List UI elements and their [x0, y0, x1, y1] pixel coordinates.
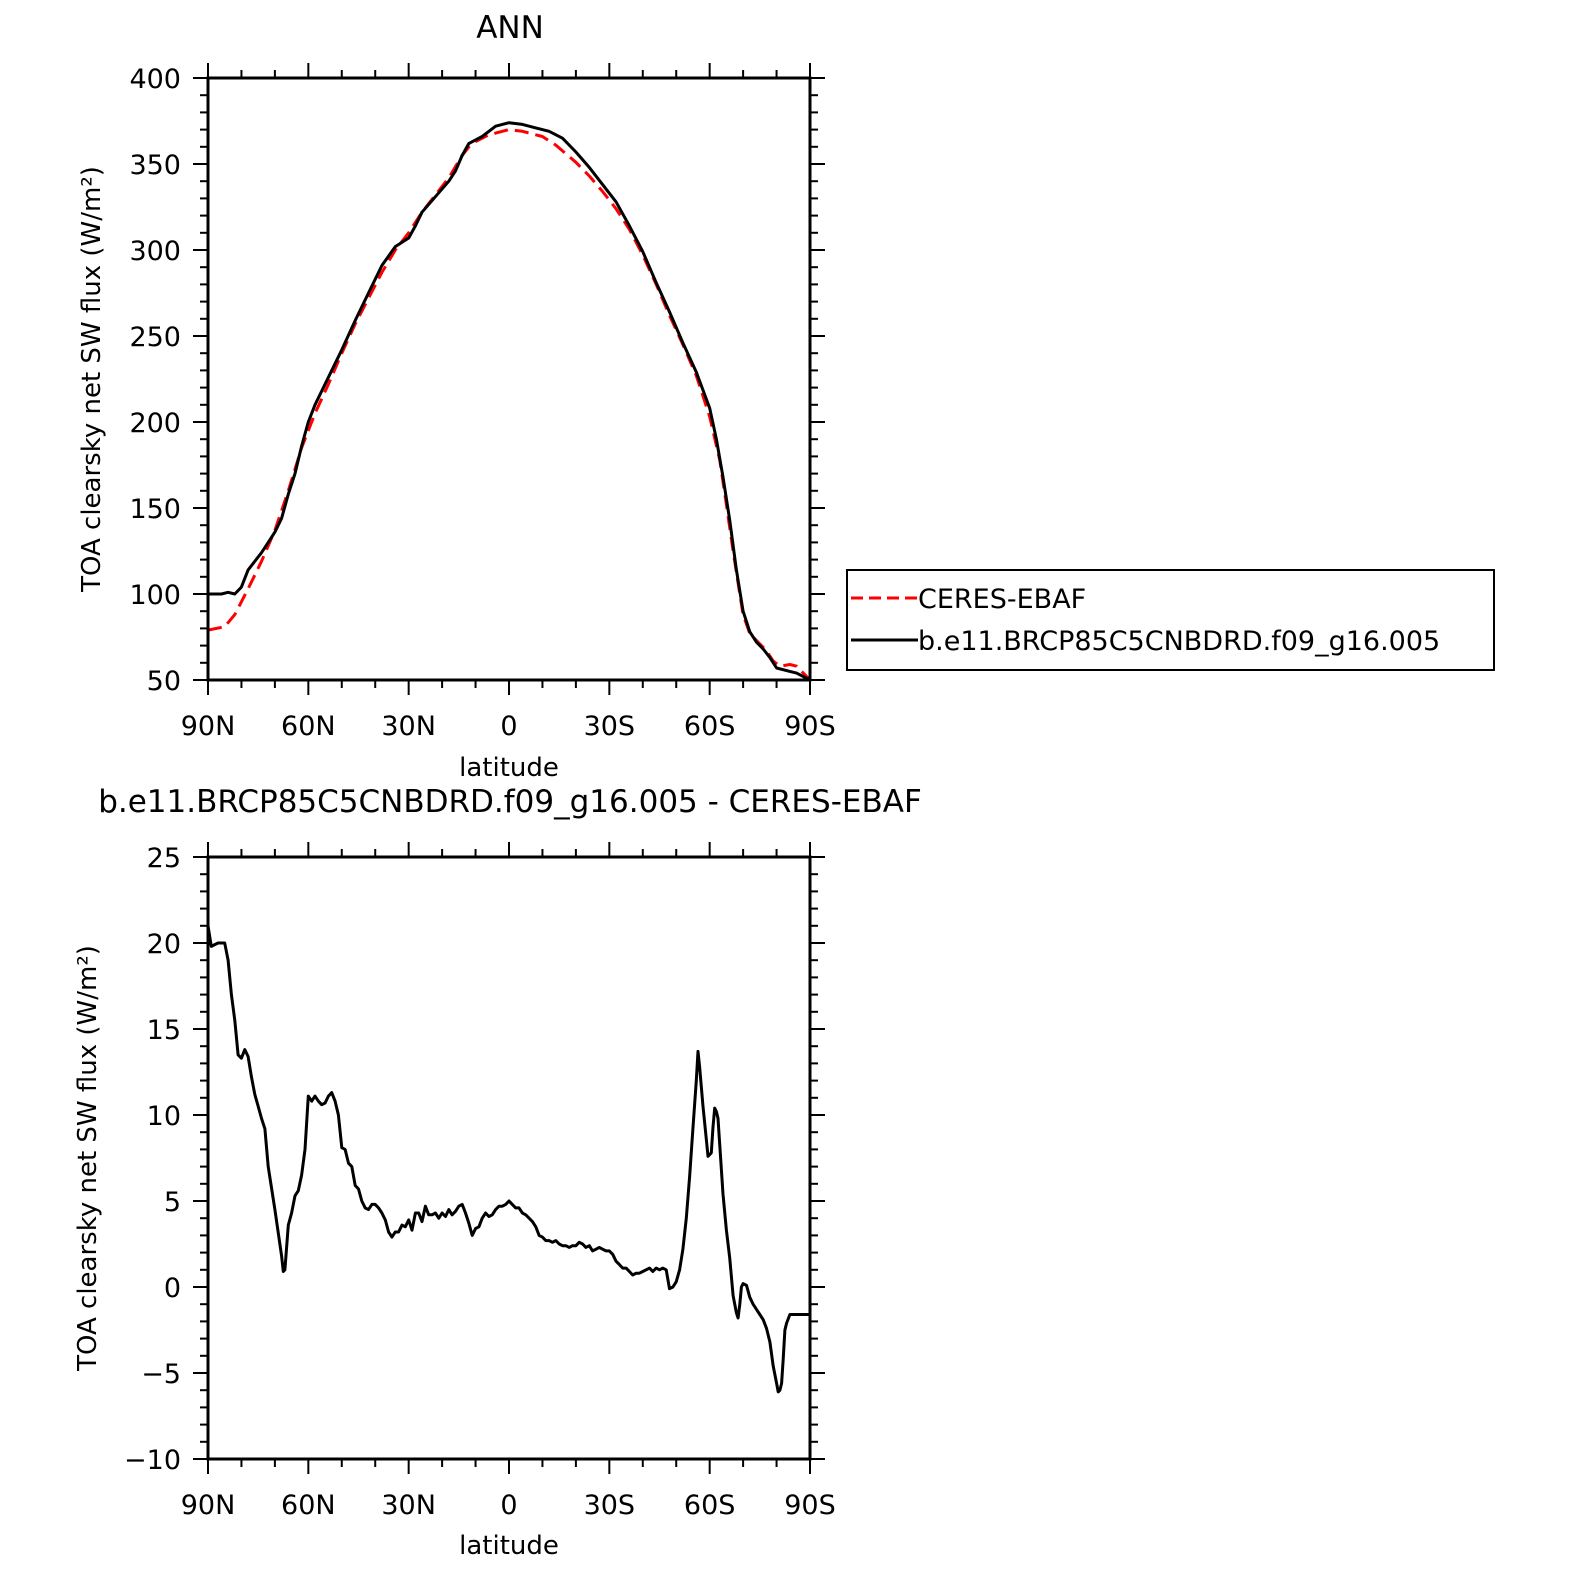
y-tick-label: 5	[164, 1187, 181, 1218]
y-tick-label: 200	[129, 408, 181, 439]
y-tick-label: 350	[129, 150, 181, 181]
y-tick-label: 10	[147, 1101, 181, 1132]
y-tick-label: 150	[129, 494, 181, 525]
legend-model-label: b.e11.BRCP85C5CNBDRD.f09_g16.005	[918, 626, 1440, 657]
top-chart-xlabel: latitude	[459, 753, 559, 783]
x-tick-label: 30N	[381, 711, 436, 742]
top-chart: ANN 90N 60N 30N 0 30S 60S 90S 50 100 150 200 250 300…	[77, 10, 836, 783]
y-tick-label: −10	[124, 1445, 181, 1476]
x-tick-label: 90N	[181, 711, 236, 742]
y-tick-label: 300	[129, 236, 181, 267]
x-tick-label: 0	[500, 711, 517, 742]
legend: CERES-EBAF b.e11.BRCP85C5CNBDRD.f09_g16.…	[846, 569, 1495, 671]
x-tick-label: 0	[500, 1490, 517, 1521]
x-tick-label: 60N	[281, 1490, 336, 1521]
y-tick-label: 0	[164, 1273, 181, 1304]
y-tick-label: 25	[147, 843, 181, 874]
top-chart-ylabel: TOA clearsky net SW flux (W/m²)	[77, 166, 107, 593]
x-tick-label: 60S	[684, 1490, 736, 1521]
bottom-chart: b.e11.BRCP85C5CNBDRD.f09_g16.005 - CERES…	[73, 784, 922, 1561]
legend-box	[846, 569, 1495, 671]
y-tick-label: 15	[147, 1015, 181, 1046]
bottom-chart-tick-labels: 90N 60N 30N 0 30S 60S 90S −10 −5 0 5 10 15 20 25	[124, 843, 836, 1521]
top-chart-tick-labels: 90N 60N 30N 0 30S 60S 90S 50 100 150 200 250 300 350 4…	[129, 64, 835, 742]
y-tick-label: 20	[147, 929, 181, 960]
legend-ceres-label: CERES-EBAF	[918, 584, 1086, 615]
x-tick-label: 30S	[584, 1490, 636, 1521]
bottom-chart-series	[206, 925, 810, 1394]
bottom-series-difference-line	[206, 925, 810, 1394]
bottom-chart-ylabel: TOA clearsky net SW flux (W/m²)	[73, 945, 103, 1372]
y-tick-label: 400	[129, 64, 181, 95]
bottom-chart-xlabel: latitude	[459, 1531, 559, 1561]
top-chart-title: ANN	[476, 10, 544, 46]
x-tick-label: 90S	[784, 1490, 836, 1521]
y-tick-label: −5	[141, 1359, 181, 1390]
top-chart-frame	[206, 76, 812, 682]
bottom-chart-frame	[206, 855, 812, 1461]
x-tick-label: 90N	[181, 1490, 236, 1521]
top-chart-series	[207, 121, 812, 682]
top-series-b-e11-brcp85c5cnbdrd-f09-g16-005-line	[208, 121, 811, 682]
x-tick-label: 60N	[281, 711, 336, 742]
x-tick-label: 90S	[784, 711, 836, 742]
x-tick-label: 30S	[584, 711, 636, 742]
y-tick-label: 250	[129, 322, 181, 353]
x-tick-label: 30N	[381, 1490, 436, 1521]
y-tick-label: 50	[147, 666, 181, 697]
x-tick-label: 60S	[684, 711, 736, 742]
bottom-chart-title: b.e11.BRCP85C5CNBDRD.f09_g16.005 - CERES…	[98, 784, 922, 820]
y-tick-label: 100	[129, 580, 181, 611]
